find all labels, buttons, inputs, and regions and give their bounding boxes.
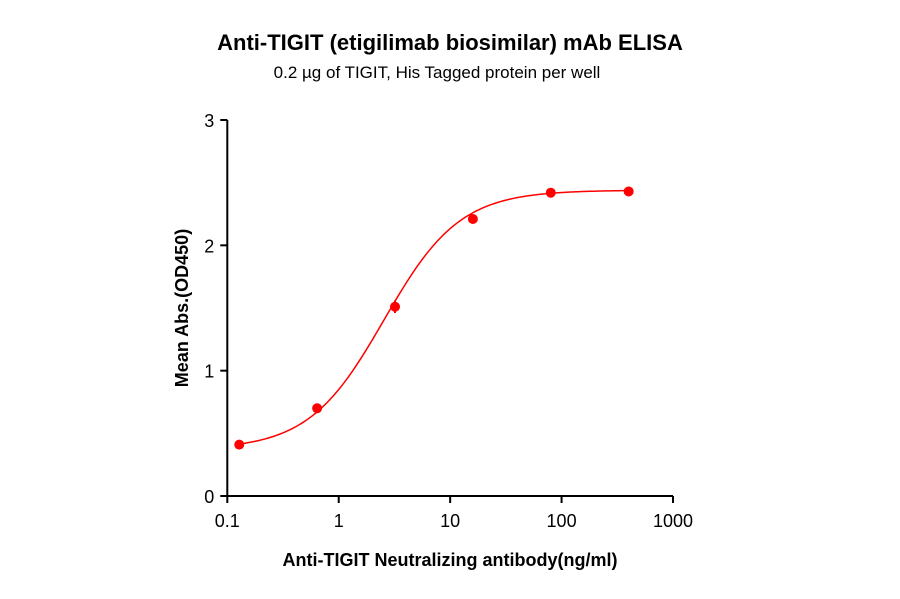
x-axis-label: Anti-TIGIT Neutralizing antibody(ng/ml) [283, 550, 618, 570]
y-tick-label: 1 [204, 362, 214, 382]
data-point [234, 439, 245, 450]
data-points [234, 186, 634, 450]
x-tick-label: 10 [440, 511, 460, 531]
data-point [467, 214, 478, 225]
chart-title: Anti-TIGIT (etigilimab biosimilar) mAb E… [217, 30, 683, 55]
x-tick-label: 1 [334, 511, 344, 531]
data-point [623, 186, 634, 197]
data-point [390, 301, 401, 312]
chart-subtitle: 0.2 µg of TIGIT, His Tagged protein per … [274, 63, 601, 82]
fit-curve [239, 189, 629, 445]
axes [220, 119, 674, 503]
x-tick-label: 100 [547, 511, 577, 531]
y-tick-label: 2 [204, 236, 214, 256]
y-tick-label: 3 [204, 111, 214, 131]
x-tick-label: 1000 [653, 511, 693, 531]
x-tick-label: 0.1 [215, 511, 240, 531]
tick-labels: 0.1 1 10 100 1000 0 1 2 3 [204, 111, 693, 531]
data-point [312, 403, 323, 414]
y-axis-label: Mean Abs.(OD450) [172, 229, 192, 387]
data-point [545, 187, 556, 198]
y-tick-label: 0 [204, 487, 214, 507]
